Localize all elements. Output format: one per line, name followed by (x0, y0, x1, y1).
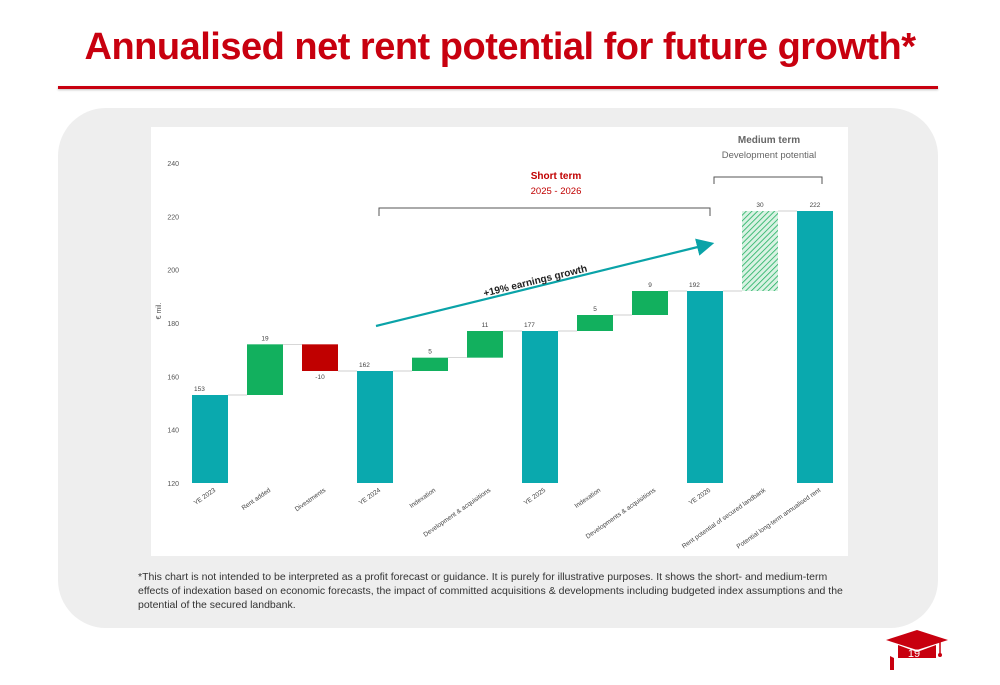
bar-value-label: 5 (593, 306, 597, 313)
short-term-title: Short term (531, 171, 582, 182)
x-category-label: YE 2025 (523, 487, 548, 507)
bar-increase (632, 291, 668, 315)
bar-increase (467, 331, 503, 358)
bar-value-label: 5 (428, 349, 432, 356)
chart-svg: 120 140 160 180 200 220 240 € mil. 153 19 -10 162 5… (156, 135, 833, 550)
bar-total (797, 211, 833, 483)
x-category-label: Rent added (241, 487, 273, 512)
bar-value-label: 153 (194, 386, 205, 393)
bars-layer (192, 211, 833, 483)
title-underline (58, 86, 938, 89)
bar-increase (412, 357, 448, 371)
y-tick-label: 220 (167, 214, 179, 221)
y-tick-label: 140 (167, 428, 179, 435)
bar-increase (577, 315, 613, 331)
bar-increase (247, 344, 283, 395)
footnote: *This chart is not intended to be interp… (138, 571, 843, 611)
x-category-label: YE 2023 (193, 487, 218, 507)
x-axis-labels: YE 2023 Rent added Divestments YE 2024 Index… (193, 486, 823, 550)
bar-value-label: 11 (482, 322, 489, 329)
x-category-label: Indexation (409, 487, 438, 510)
graduation-cap-logo-icon (886, 630, 948, 670)
bar-labels-layer: 153 19 -10 162 5 11 177 5 9 192 30 222 (194, 202, 821, 393)
medium-term-bracket (713, 176, 823, 184)
connector-lines (228, 210, 797, 396)
bar-value-label: 177 (524, 322, 535, 329)
bar-value-label: 192 (689, 282, 700, 289)
bar-value-label: 222 (810, 202, 821, 209)
bar-value-label: -10 (315, 374, 325, 381)
bar-value-label: 19 (261, 335, 269, 342)
bar-total (357, 371, 393, 483)
growth-arrow (375, 238, 715, 328)
waterfall-chart: 120 140 160 180 200 220 240 € mil. 153 19 -10 162 5… (151, 127, 848, 556)
growth-label: +19% earnings growth (482, 264, 588, 300)
y-tick-label: 200 (167, 268, 179, 275)
bar-total (687, 291, 723, 483)
x-category-label: Divestments (294, 486, 328, 513)
bar-potential (742, 211, 778, 291)
medium-term-title: Medium term (738, 135, 800, 146)
medium-term-subtitle: Development potential (722, 150, 817, 161)
y-tick-label: 120 (167, 481, 179, 488)
bar-value-label: 9 (648, 282, 652, 289)
y-tick-label: 180 (167, 321, 179, 328)
page-number: 19 (907, 648, 921, 660)
y-tick-label: 160 (167, 374, 179, 381)
page-title: Annualised net rent potential for future… (84, 26, 917, 68)
y-tick-label: 240 (167, 161, 179, 168)
x-category-label: YE 2026 (688, 487, 713, 507)
short-term-period: 2025 - 2026 (531, 186, 582, 197)
y-axis-title: € mil. (156, 303, 163, 320)
bar-total (192, 395, 228, 483)
y-axis: 120 140 160 180 200 220 240 € mil. (156, 161, 179, 488)
x-category-label: Indexation (574, 487, 603, 510)
x-category-label: YE 2024 (358, 487, 383, 507)
bar-value-label: 162 (359, 362, 370, 369)
short-term-bracket (378, 207, 711, 216)
bar-value-label: 30 (756, 202, 764, 209)
bar-decrease (302, 344, 338, 371)
bar-total (522, 331, 558, 483)
